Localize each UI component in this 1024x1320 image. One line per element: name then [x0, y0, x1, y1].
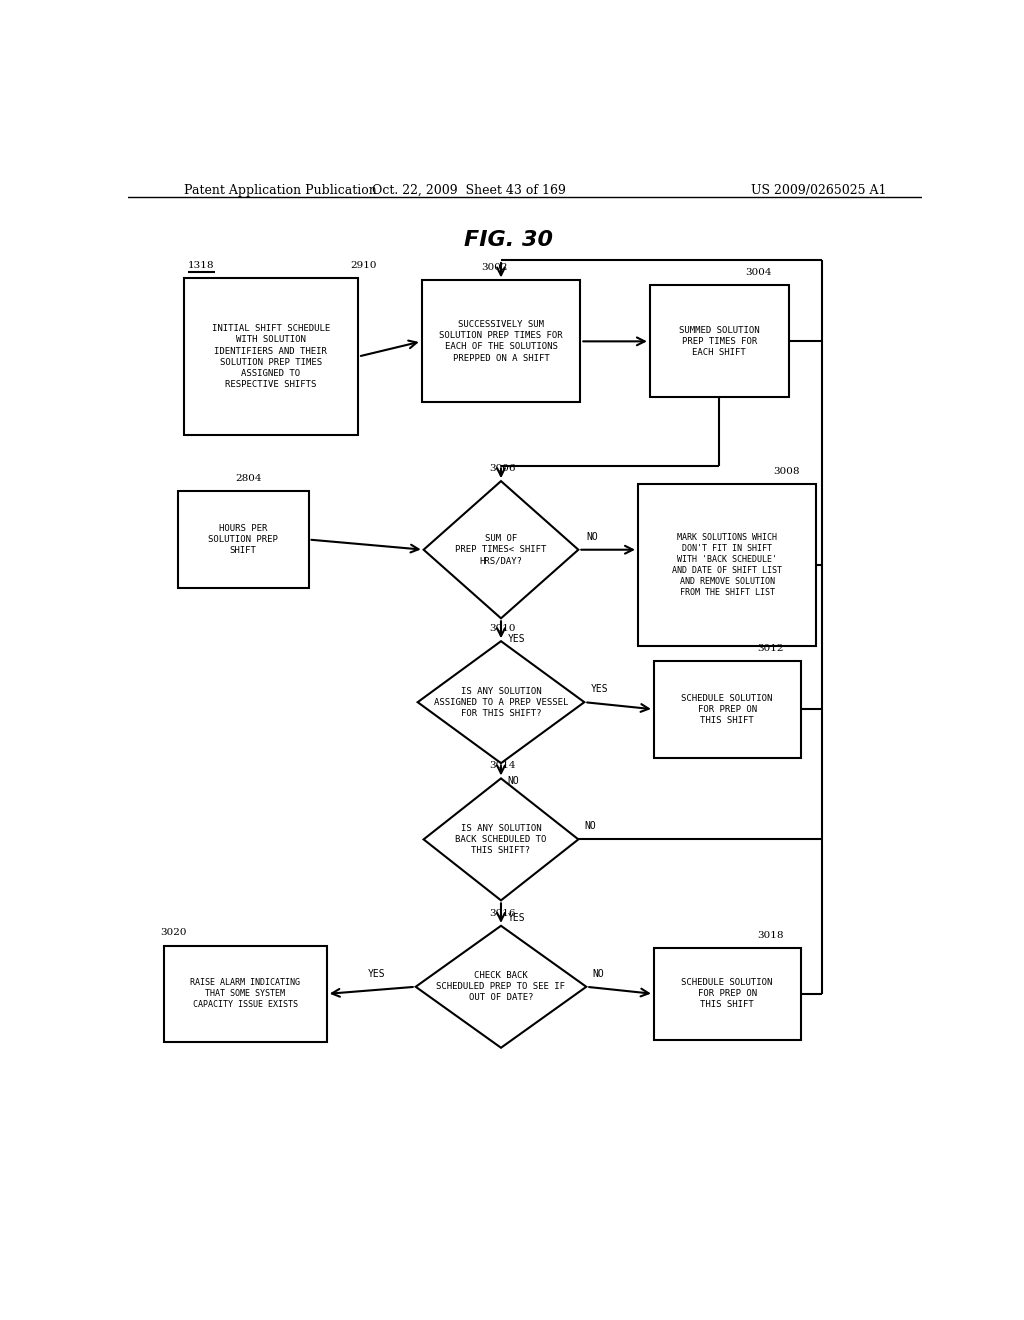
- Text: IS ANY SOLUTION
BACK SCHEDULED TO
THIS SHIFT?: IS ANY SOLUTION BACK SCHEDULED TO THIS S…: [456, 824, 547, 855]
- Text: US 2009/0265025 A1: US 2009/0265025 A1: [751, 183, 886, 197]
- Polygon shape: [424, 779, 579, 900]
- Text: CHECK BACK
SCHEDULED PREP TO SEE IF
OUT OF DATE?: CHECK BACK SCHEDULED PREP TO SEE IF OUT …: [436, 972, 565, 1002]
- Text: 3002: 3002: [481, 263, 508, 272]
- Text: 3010: 3010: [489, 624, 516, 634]
- Text: NO: NO: [587, 532, 598, 541]
- Text: YES: YES: [368, 969, 386, 978]
- Text: 3016: 3016: [489, 908, 516, 917]
- Text: 3006: 3006: [489, 463, 516, 473]
- Text: 3014: 3014: [489, 762, 516, 771]
- Bar: [653, 661, 801, 758]
- Polygon shape: [416, 925, 587, 1048]
- Text: 3012: 3012: [757, 644, 783, 653]
- Text: SUM OF
PREP TIMES< SHIFT
HRS/DAY?: SUM OF PREP TIMES< SHIFT HRS/DAY?: [456, 535, 547, 565]
- Text: SUMMED SOLUTION
PREP TIMES FOR
EACH SHIFT: SUMMED SOLUTION PREP TIMES FOR EACH SHIF…: [679, 326, 760, 356]
- Text: 2804: 2804: [236, 474, 262, 483]
- Bar: [638, 483, 816, 647]
- Polygon shape: [424, 480, 579, 618]
- Text: MARK SOLUTIONS WHICH
DON'T FIT IN SHIFT
WITH 'BACK SCHEDULE'
AND DATE OF SHIFT L: MARK SOLUTIONS WHICH DON'T FIT IN SHIFT …: [672, 533, 782, 597]
- Text: 3004: 3004: [745, 268, 771, 277]
- Text: HOURS PER
SOLUTION PREP
SHIFT: HOURS PER SOLUTION PREP SHIFT: [208, 524, 278, 556]
- Bar: [653, 948, 801, 1040]
- Polygon shape: [418, 642, 585, 763]
- Text: SUCCESSIVELY SUM
SOLUTION PREP TIMES FOR
EACH OF THE SOLUTIONS
PREPPED ON A SHIF: SUCCESSIVELY SUM SOLUTION PREP TIMES FOR…: [439, 321, 563, 363]
- Text: YES: YES: [591, 684, 608, 694]
- Text: SCHEDULE SOLUTION
FOR PREP ON
THIS SHIFT: SCHEDULE SOLUTION FOR PREP ON THIS SHIFT: [682, 978, 773, 1010]
- Text: YES: YES: [507, 634, 525, 644]
- Bar: [177, 491, 308, 587]
- Text: 3008: 3008: [773, 466, 800, 475]
- Text: 1318: 1318: [187, 260, 214, 269]
- Text: INITIAL SHIFT SCHEDULE
WITH SOLUTION
IDENTIFIERS AND THEIR
SOLUTION PREP TIMES
A: INITIAL SHIFT SCHEDULE WITH SOLUTION IDE…: [212, 325, 330, 389]
- Text: 3020: 3020: [160, 928, 186, 937]
- Text: 2910: 2910: [350, 260, 377, 269]
- Bar: [650, 285, 788, 397]
- Text: IS ANY SOLUTION
ASSIGNED TO A PREP VESSEL
FOR THIS SHIFT?: IS ANY SOLUTION ASSIGNED TO A PREP VESSE…: [434, 686, 568, 718]
- Text: Oct. 22, 2009  Sheet 43 of 169: Oct. 22, 2009 Sheet 43 of 169: [373, 183, 566, 197]
- Text: Patent Application Publication: Patent Application Publication: [183, 183, 376, 197]
- Text: FIG. 30: FIG. 30: [465, 230, 553, 249]
- Bar: [422, 280, 581, 403]
- Text: RAISE ALARM INDICATING
THAT SOME SYSTEM
CAPACITY ISSUE EXISTS: RAISE ALARM INDICATING THAT SOME SYSTEM …: [190, 978, 300, 1010]
- Bar: [183, 277, 358, 436]
- Text: NO: NO: [593, 969, 604, 978]
- Text: SCHEDULE SOLUTION
FOR PREP ON
THIS SHIFT: SCHEDULE SOLUTION FOR PREP ON THIS SHIFT: [682, 694, 773, 725]
- Text: 3018: 3018: [757, 931, 783, 940]
- Text: NO: NO: [585, 821, 596, 832]
- Bar: [164, 945, 327, 1043]
- Text: NO: NO: [507, 776, 519, 785]
- Text: YES: YES: [507, 912, 525, 923]
